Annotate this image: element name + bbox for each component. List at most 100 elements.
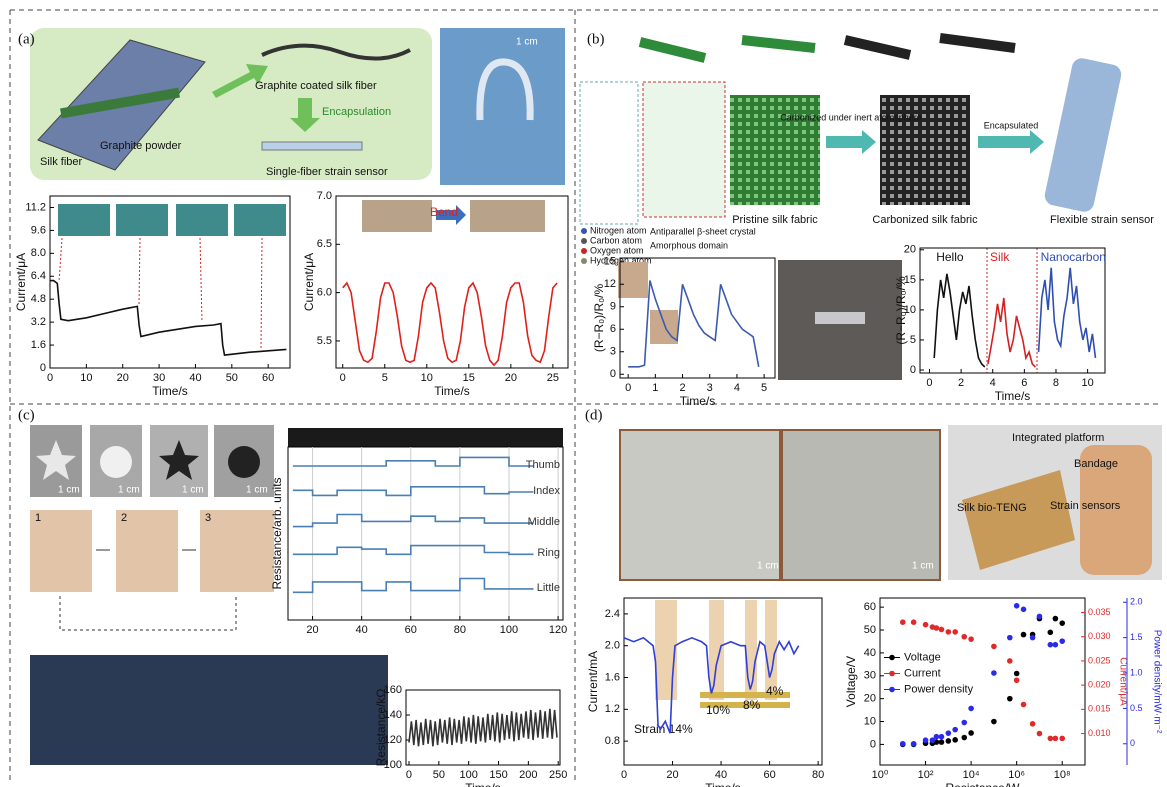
label: Encapsulation xyxy=(322,106,391,118)
point xyxy=(1014,603,1020,609)
x-tick-label: 10⁰ xyxy=(872,769,889,781)
panel-label: (c) xyxy=(18,407,35,423)
arrow xyxy=(826,130,876,154)
series-label: Ring xyxy=(537,547,560,559)
y3-label: Power density/mW·m⁻² xyxy=(1151,630,1162,734)
y2-tick-label: 0.015 xyxy=(1088,704,1111,714)
x-tick-label: 8 xyxy=(1053,377,1059,389)
series-label: Thumb xyxy=(526,459,560,471)
label: Graphite coated silk fiber xyxy=(255,80,377,92)
scale-label: 1 cm xyxy=(182,485,204,496)
legend-marker xyxy=(889,671,895,677)
y-tick-label: 20 xyxy=(904,244,916,256)
y-tick-label: 30 xyxy=(864,670,876,682)
x-tick-label: 50 xyxy=(433,769,445,781)
series-label: Hello xyxy=(936,250,964,264)
point xyxy=(1053,616,1059,622)
x-axis-label: Time/s xyxy=(152,384,188,398)
point xyxy=(1021,632,1027,638)
label: Graphite powder xyxy=(100,140,182,152)
point xyxy=(1059,638,1065,644)
x-tick-label: 0 xyxy=(625,382,631,394)
x-axis-label: Time/s xyxy=(680,394,716,408)
y-tick-label: 1.2 xyxy=(605,703,620,715)
point xyxy=(939,734,945,740)
y3-tick-label: 0.5 xyxy=(1130,703,1143,713)
x-tick-label: 10² xyxy=(918,769,934,781)
atom-legend xyxy=(581,228,587,264)
point xyxy=(1007,658,1013,664)
line xyxy=(934,274,985,367)
point xyxy=(1059,736,1065,742)
label: Strain sensors xyxy=(1050,500,1121,512)
point xyxy=(952,629,958,635)
annotation: 10% xyxy=(706,703,730,717)
line xyxy=(988,298,1035,367)
x-tick-label: 50 xyxy=(226,372,238,384)
scale-label: 1 cm xyxy=(757,561,779,572)
y-tick-label: 60 xyxy=(864,601,876,613)
x-tick-label: 0 xyxy=(926,377,932,389)
point xyxy=(1037,614,1043,620)
line xyxy=(1039,268,1096,358)
point xyxy=(968,636,974,642)
figure: (a) Graphite coated silk fiber Encapsula… xyxy=(0,0,1167,787)
x-tick-label: 5 xyxy=(761,382,767,394)
arrow xyxy=(978,130,1044,154)
y2-tick-label: 0.010 xyxy=(1088,728,1111,738)
series-label: Middle xyxy=(528,516,560,528)
point xyxy=(991,719,997,725)
x-tick-label: 5 xyxy=(382,372,388,384)
y-axis-label: Resistance/arb. units xyxy=(270,477,284,589)
x-tick-label: 4 xyxy=(734,382,740,394)
y3-tick-label: 2.0 xyxy=(1130,597,1143,607)
x-tick-label: 20 xyxy=(306,624,318,636)
x-tick-label: 2 xyxy=(958,377,964,389)
y-tick-label: 40 xyxy=(864,647,876,659)
point xyxy=(934,625,940,631)
x-tick-label: 0 xyxy=(621,769,627,781)
x-axis-label: Time/s xyxy=(995,389,1031,403)
x-tick-label: 120 xyxy=(549,624,567,636)
y-tick-label: 3 xyxy=(610,346,616,358)
annotation: 8% xyxy=(743,698,761,712)
point xyxy=(968,706,974,712)
x-tick-label: 30 xyxy=(153,372,165,384)
panel-label: (a) xyxy=(18,31,35,47)
point xyxy=(946,730,952,736)
arm-photo xyxy=(362,200,432,232)
y-tick-label: 6 xyxy=(610,323,616,335)
x-tick-label: 10⁸ xyxy=(1054,769,1071,781)
x-tick-label: 0 xyxy=(406,769,412,781)
point xyxy=(1030,635,1036,641)
line xyxy=(293,546,534,555)
y3-tick-label: 0 xyxy=(1130,738,1135,748)
y-tick-label: 11.2 xyxy=(25,201,46,213)
y-tick-label: 3.2 xyxy=(31,316,46,328)
point xyxy=(952,737,958,743)
point xyxy=(1007,635,1013,641)
sensor-strip xyxy=(262,142,362,150)
leg-photo xyxy=(30,655,388,765)
x-tick-label: 40 xyxy=(189,372,201,384)
panel-label: (b) xyxy=(587,31,605,47)
scale-label: 1 cm xyxy=(58,485,80,496)
y-axis-label: Voltage/V xyxy=(844,656,858,707)
y-axis-label: Current/μA xyxy=(302,253,316,311)
point xyxy=(946,738,952,744)
point xyxy=(939,627,945,633)
point xyxy=(911,741,917,747)
atom-box xyxy=(580,82,638,224)
x-tick-label: 60 xyxy=(262,372,274,384)
annotation: 4% xyxy=(766,684,784,698)
x-tick-label: 1 xyxy=(652,382,658,394)
photo xyxy=(440,28,565,185)
y-tick-label: 7.0 xyxy=(317,190,332,202)
y-tick-label: 9 xyxy=(610,301,616,313)
y-axis-label: (R−R₀)/R₀/% xyxy=(894,276,908,345)
label: Flexible strain sensor xyxy=(1050,214,1154,226)
y-tick-label: 50 xyxy=(864,624,876,636)
line xyxy=(293,579,534,593)
x-tick-label: 60 xyxy=(405,624,417,636)
page: (a) Graphite coated silk fiber Encapsula… xyxy=(0,0,1167,787)
